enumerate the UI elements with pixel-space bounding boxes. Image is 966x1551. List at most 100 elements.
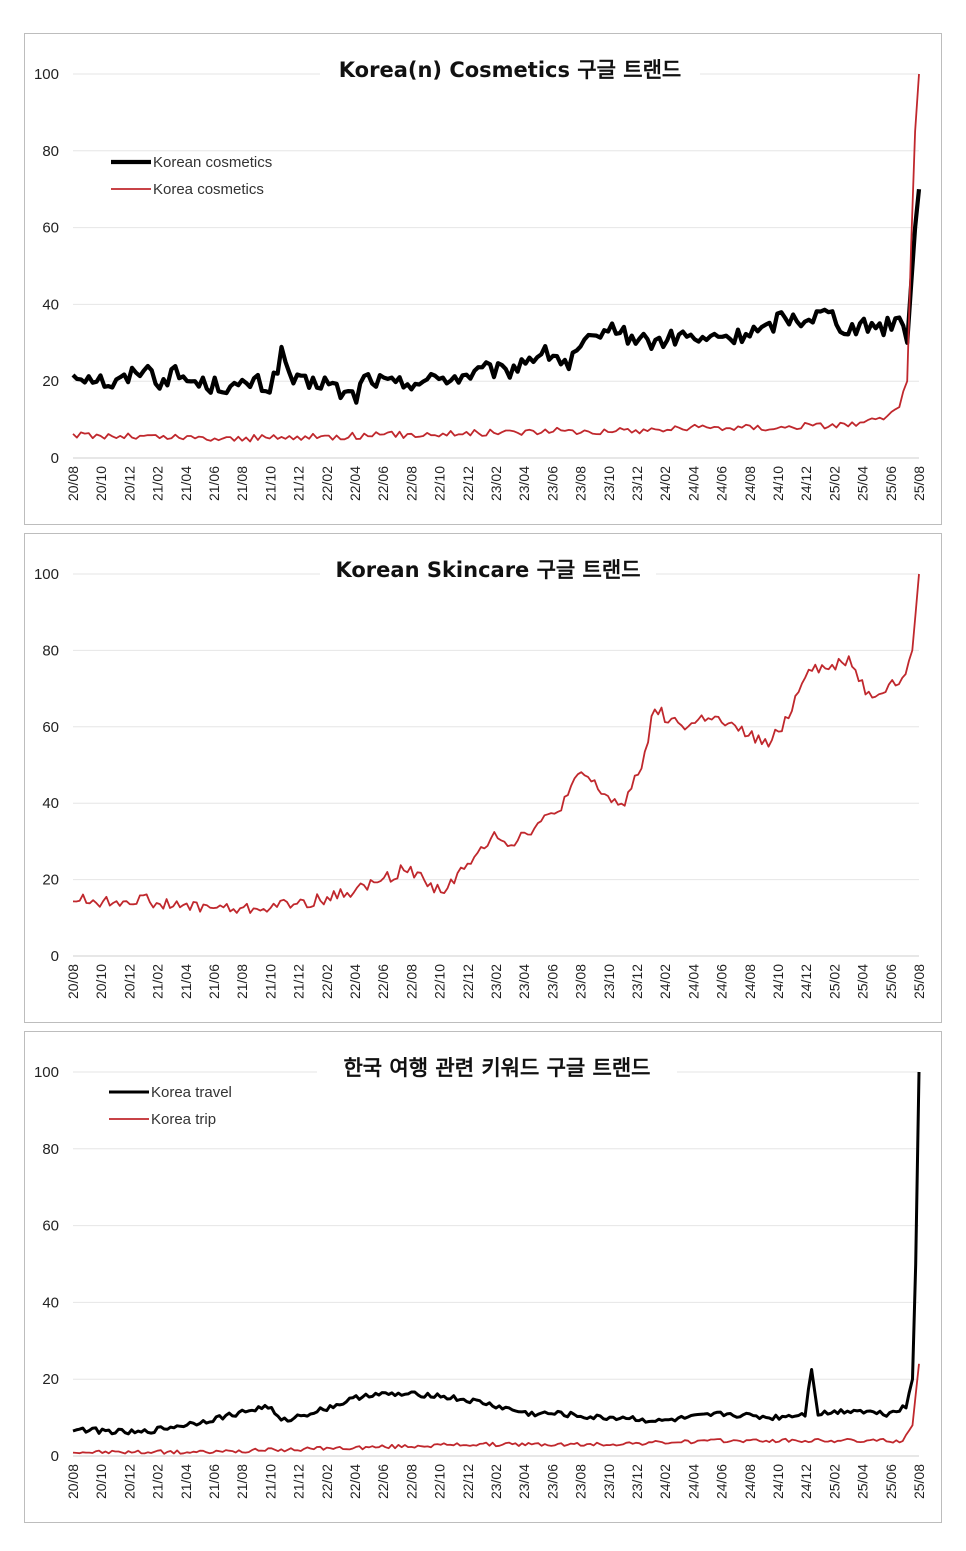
legend-label: Korea travel	[151, 1084, 232, 1101]
x-tick-label: 24/02	[657, 466, 673, 501]
x-tick-label: 24/12	[798, 964, 814, 999]
chart-svg-korea-travel: 0 20 40 60 80 100 20/08 20/10 20/12 21/02 21/04 21/…	[34, 1055, 927, 1499]
x-tick-label: 21/02	[150, 1464, 166, 1499]
x-tick-label: 20/10	[93, 964, 109, 999]
x-tick-label: 22/06	[375, 964, 391, 999]
x-tick-label: 22/04	[347, 1464, 363, 1499]
x-tick-label: 20/12	[121, 1464, 137, 1499]
chart-svg-korean-skincare: 0 20 40 60 80 100 20/08 20/10 20/12 21/02 21/04 21/…	[34, 557, 927, 999]
chart-title: Korean Skincare 구글 트랜드	[335, 558, 640, 582]
x-tick-label: 23/06	[544, 964, 560, 999]
x-tick-label: 24/08	[742, 466, 758, 501]
x-tick-label: 22/08	[403, 1464, 419, 1499]
y-tick-label: 20	[42, 1371, 59, 1388]
x-tick-label: 23/10	[601, 1464, 617, 1499]
x-tick-label: 21/08	[234, 466, 250, 501]
x-tick-label: 21/02	[150, 466, 166, 501]
x-tick-label: 23/04	[516, 466, 532, 501]
legend-label: Korea cosmetics	[153, 181, 264, 198]
legend-label: Korean cosmetics	[153, 154, 272, 171]
x-tick-label: 22/12	[460, 964, 476, 999]
x-tick-label: 24/06	[714, 1464, 730, 1499]
x-tick-label: 25/02	[826, 1464, 842, 1499]
y-tick-label: 40	[42, 1294, 59, 1311]
x-tick-label: 22/12	[460, 1464, 476, 1499]
x-tick-label: 25/02	[826, 964, 842, 999]
chart-panel-korean-cosmetics: 0 20 40 60 80 100 20/08 20/10 20/12 21/02 21/04 21/…	[24, 33, 942, 525]
x-tick-label: 21/04	[178, 466, 194, 501]
x-tick-label: 21/12	[291, 964, 307, 999]
x-tick-label: 21/06	[206, 1464, 222, 1499]
series-line-korean-skincare	[72, 573, 920, 914]
x-tick-label: 25/08	[911, 466, 927, 501]
x-tick-label: 25/04	[855, 964, 871, 999]
chart-title: Korea(n) Cosmetics 구글 트랜드	[339, 58, 681, 82]
x-tick-label: 23/02	[488, 466, 504, 501]
x-tick-label: 24/10	[770, 466, 786, 501]
x-tick-label: 22/12	[460, 466, 476, 501]
x-tick-label: 23/02	[488, 1464, 504, 1499]
x-tick-label: 20/08	[65, 466, 81, 501]
x-tick-label: 22/02	[319, 1464, 335, 1499]
x-tick-label: 23/08	[573, 466, 589, 501]
x-tick-label: 25/04	[855, 466, 871, 501]
series-line-korea-travel	[72, 1071, 921, 1436]
x-tick-label: 23/08	[573, 964, 589, 999]
x-tick-label: 23/04	[516, 1464, 532, 1499]
x-tick-label: 22/10	[432, 466, 448, 501]
x-tick-label: 22/06	[375, 466, 391, 501]
x-tick-label: 20/10	[93, 466, 109, 501]
x-tick-label: 23/12	[629, 1464, 645, 1499]
x-tick-label: 21/12	[291, 1464, 307, 1499]
x-tick-label: 20/08	[65, 964, 81, 999]
chart-title: 한국 여행 관련 키워드 구글 트랜드	[343, 1056, 650, 1080]
x-tick-label: 25/08	[911, 1464, 927, 1499]
chart-title-backdrop	[320, 557, 656, 585]
x-tick-label: 21/10	[262, 466, 278, 501]
x-tick-label: 21/02	[150, 964, 166, 999]
chart-title-backdrop	[320, 57, 700, 85]
y-tick-label: 80	[42, 642, 59, 659]
x-tick-label: 21/06	[206, 466, 222, 501]
x-tick-label: 24/02	[657, 1464, 673, 1499]
x-tick-label: 22/10	[432, 1464, 448, 1499]
y-tick-label: 100	[34, 66, 59, 83]
x-tick-label: 24/04	[685, 466, 701, 501]
x-tick-label: 23/02	[488, 964, 504, 999]
series-line-korean-cosmetics	[71, 188, 922, 405]
chart-svg-korean-cosmetics: 0 20 40 60 80 100 20/08 20/10 20/12 21/02 21/04 21/…	[34, 57, 927, 501]
x-tick-label: 23/06	[544, 1464, 560, 1499]
chart-panel-korean-skincare: 0 20 40 60 80 100 20/08 20/10 20/12 21/02 21/04 21/…	[24, 533, 942, 1023]
x-tick-label: 23/08	[573, 1464, 589, 1499]
x-tick-label: 22/08	[403, 466, 419, 501]
chart-panel-korea-travel: 0 20 40 60 80 100 20/08 20/10 20/12 21/02 21/04 21/…	[24, 1031, 942, 1523]
x-tick-label: 21/08	[234, 1464, 250, 1499]
x-tick-label: 22/06	[375, 1464, 391, 1499]
x-tick-label: 24/04	[685, 1464, 701, 1499]
x-tick-label: 24/08	[742, 1464, 758, 1499]
y-tick-label: 80	[42, 1141, 59, 1158]
x-tick-label: 21/12	[291, 466, 307, 501]
y-tick-label: 60	[42, 719, 59, 736]
x-tick-label: 25/06	[883, 466, 899, 501]
x-tick-label: 24/10	[770, 1464, 786, 1499]
x-tick-label: 24/12	[798, 1464, 814, 1499]
chart-title-backdrop	[317, 1055, 677, 1083]
x-tick-label: 25/04	[855, 1464, 871, 1499]
x-tick-label: 21/08	[234, 964, 250, 999]
x-tick-label: 21/10	[262, 964, 278, 999]
x-tick-label: 25/02	[826, 466, 842, 501]
y-tick-label: 0	[51, 450, 59, 467]
y-tick-label: 0	[51, 948, 59, 965]
y-tick-label: 100	[34, 566, 59, 583]
x-tick-label: 22/04	[347, 466, 363, 501]
y-tick-label: 40	[42, 795, 59, 812]
y-tick-label: 60	[42, 220, 59, 237]
x-tick-label: 23/10	[601, 964, 617, 999]
x-tick-label: 21/06	[206, 964, 222, 999]
x-tick-label: 24/06	[714, 466, 730, 501]
x-tick-label: 22/10	[432, 964, 448, 999]
x-tick-label: 24/12	[798, 466, 814, 501]
x-tick-label: 24/02	[657, 964, 673, 999]
x-tick-label: 20/12	[121, 964, 137, 999]
